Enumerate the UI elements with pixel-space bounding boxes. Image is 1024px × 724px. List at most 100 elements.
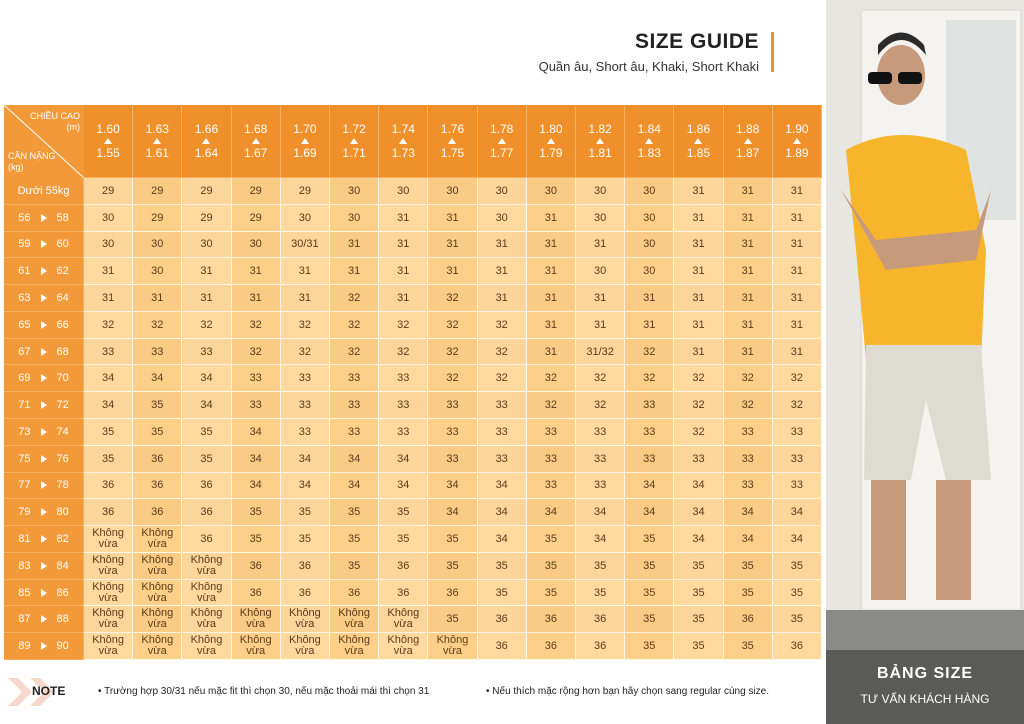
arrow-icon (40, 615, 47, 624)
size-value: 30 (495, 211, 508, 224)
size-value: Không vừa (387, 607, 420, 631)
weight-to: 68 (56, 345, 69, 358)
weight-from: 83 (18, 559, 31, 572)
size-cell: 32 (576, 365, 626, 393)
size-value: 29 (151, 211, 164, 224)
column-header: 1.66 1.64 (182, 105, 232, 178)
arrow-icon (40, 401, 47, 410)
subtitle: Quần âu, Short âu, Khaki, Short Khaki (538, 59, 759, 74)
size-value: 33 (446, 399, 459, 412)
size-cell: 34 (231, 445, 281, 473)
height-min: 1.89 (785, 146, 809, 160)
size-value: 30 (643, 211, 656, 224)
height-min: 1.87 (736, 146, 760, 160)
size-value: 34 (741, 506, 754, 519)
size-value: 30 (446, 184, 459, 197)
size-value: 34 (544, 506, 558, 519)
size-cell: 31 (576, 311, 626, 339)
size-value: 32 (347, 345, 361, 358)
size-cell: 36 (477, 633, 527, 660)
size-value: 30 (593, 211, 607, 224)
size-cell: 33 (428, 445, 478, 473)
height-icon (251, 138, 260, 144)
height-max: 1.68 (244, 122, 268, 136)
size-cell: 35 (674, 579, 724, 607)
size-cell: 33 (280, 392, 330, 419)
height-max: 1.74 (391, 122, 415, 136)
size-value: 36 (249, 586, 262, 599)
weight-to: 64 (56, 291, 69, 304)
size-value: Không vừa (239, 634, 272, 658)
size-cell: 31 (723, 338, 773, 366)
size-cell: Không vừa (379, 633, 429, 660)
size-value: 31 (790, 238, 804, 251)
size-cell: 32 (330, 311, 380, 339)
size-value: 30 (643, 238, 656, 251)
height-min: 1.67 (244, 146, 268, 160)
size-cell: 30 (330, 204, 380, 232)
size-cell: 32 (133, 311, 183, 339)
row-label: 65 66 (4, 311, 84, 339)
size-cell: 29 (231, 204, 281, 232)
height-max: 1.60 (96, 122, 120, 136)
size-cell: Không vừa (84, 552, 134, 580)
arrow-icon (40, 347, 47, 356)
size-cell: 36 (84, 472, 134, 500)
size-cell: 31 (526, 258, 576, 286)
size-cell: 31 (182, 285, 232, 312)
size-value: 35 (544, 586, 558, 599)
size-value: 31 (446, 211, 459, 224)
size-value: 33 (495, 399, 508, 412)
arrow-icon (40, 267, 47, 276)
row-label: 59 60 (4, 231, 84, 259)
size-cell: Không vừa (231, 606, 281, 634)
height-icon (694, 138, 703, 144)
size-value: 31 (446, 238, 459, 251)
arrow-icon (40, 213, 47, 222)
size-cell: 32 (428, 311, 478, 339)
size-cell: 35 (231, 499, 281, 527)
size-cell: Không vừa (84, 606, 134, 634)
size-cell: 34 (280, 445, 330, 473)
size-value: 36 (790, 640, 804, 653)
height-max: 1.86 (686, 122, 711, 136)
arrow-icon (40, 454, 47, 463)
size-cell: 31 (231, 258, 281, 286)
size-value: 32 (397, 318, 410, 331)
height-icon (104, 138, 113, 144)
size-value: 31 (249, 265, 262, 278)
size-value: 31 (101, 291, 115, 304)
size-value: 34 (298, 452, 312, 465)
height-label: CHIỀU CAO (29, 111, 80, 121)
row-label: 67 68 (4, 338, 84, 366)
corner-diagonal (4, 105, 84, 178)
size-cell: 31 (231, 285, 281, 312)
size-value: Không vừa (141, 526, 174, 550)
size-value: 34 (249, 425, 262, 438)
height-unit: (m) (66, 122, 81, 132)
size-cell: 31 (182, 258, 232, 286)
size-value: 31 (544, 265, 558, 278)
size-value: 32 (544, 399, 558, 412)
size-value: 31 (741, 265, 754, 278)
size-cell: 32 (723, 365, 773, 393)
size-value: 33 (593, 479, 607, 492)
size-value: 33 (790, 452, 804, 465)
size-cell: 35 (133, 392, 183, 419)
size-cell: 36 (576, 606, 626, 634)
height-icon (448, 138, 457, 144)
size-cell: 36 (576, 633, 626, 660)
size-cell: 33 (133, 338, 183, 366)
size-cell: 33 (625, 445, 675, 473)
size-cell: 31 (772, 258, 822, 286)
size-cell: Không vừa (280, 606, 330, 634)
size-cell: 33 (379, 392, 429, 419)
row-label: 61 62 (4, 258, 84, 286)
size-cell: 32 (526, 392, 576, 419)
size-value: 33 (495, 452, 508, 465)
size-value: Không vừa (190, 553, 223, 577)
size-cell: 30 (477, 178, 527, 205)
size-value: 33 (298, 399, 312, 412)
size-value: Không vừa (92, 526, 124, 550)
size-value: 36 (397, 586, 410, 599)
